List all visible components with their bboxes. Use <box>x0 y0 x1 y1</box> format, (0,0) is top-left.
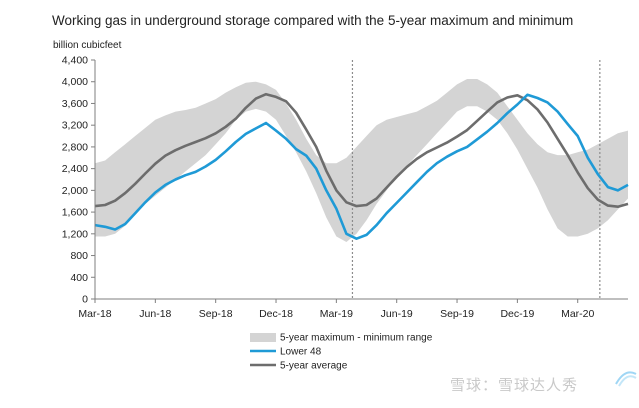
legend-swatch-range <box>250 333 276 342</box>
y-tick-label: 3,200 <box>62 120 88 132</box>
y-tick-label: 4,400 <box>62 55 88 67</box>
snowball-logo-icon <box>615 371 637 387</box>
y-tick-label: 400 <box>70 272 88 284</box>
x-tick-label: Sep-19 <box>440 308 474 320</box>
range-band <box>95 79 628 242</box>
y-tick-label: 0 <box>82 294 88 306</box>
x-tick-label: Dec-18 <box>259 308 293 320</box>
y-tick-label: 2,400 <box>62 163 88 175</box>
watermark-text: 雪球：雪球达人秀 <box>450 376 579 394</box>
x-tick-label: Mar-20 <box>561 308 594 320</box>
x-tick-label: Jun-18 <box>139 308 171 320</box>
x-tick-label: Jun-19 <box>381 308 413 320</box>
x-tick-label: Mar-18 <box>78 308 111 320</box>
x-tick-label: Dec-19 <box>500 308 534 320</box>
lower-48-line <box>94 93 629 240</box>
y-tick-label: 3,600 <box>62 98 88 110</box>
y-tick-label: 2,000 <box>62 185 88 197</box>
y-tick-label: 1,600 <box>62 207 88 219</box>
y-tick-label: 4,000 <box>62 76 88 88</box>
legend-label: 5-year maximum - minimum range <box>280 333 433 344</box>
chart-title: Working gas in underground storage compa… <box>52 13 573 28</box>
x-tick-label: Sep-18 <box>199 308 233 320</box>
y-tick-label: 2,800 <box>62 141 88 153</box>
legend-label: 5-year average <box>280 361 348 372</box>
five-year-average-line <box>94 92 629 208</box>
y-tick-label: 1,200 <box>62 228 88 240</box>
y-tick-label: 800 <box>70 250 88 262</box>
y-axis-label: billion cubicfeet <box>53 40 122 51</box>
legend-label: Lower 48 <box>280 347 322 358</box>
x-tick-label: Mar-19 <box>320 308 353 320</box>
